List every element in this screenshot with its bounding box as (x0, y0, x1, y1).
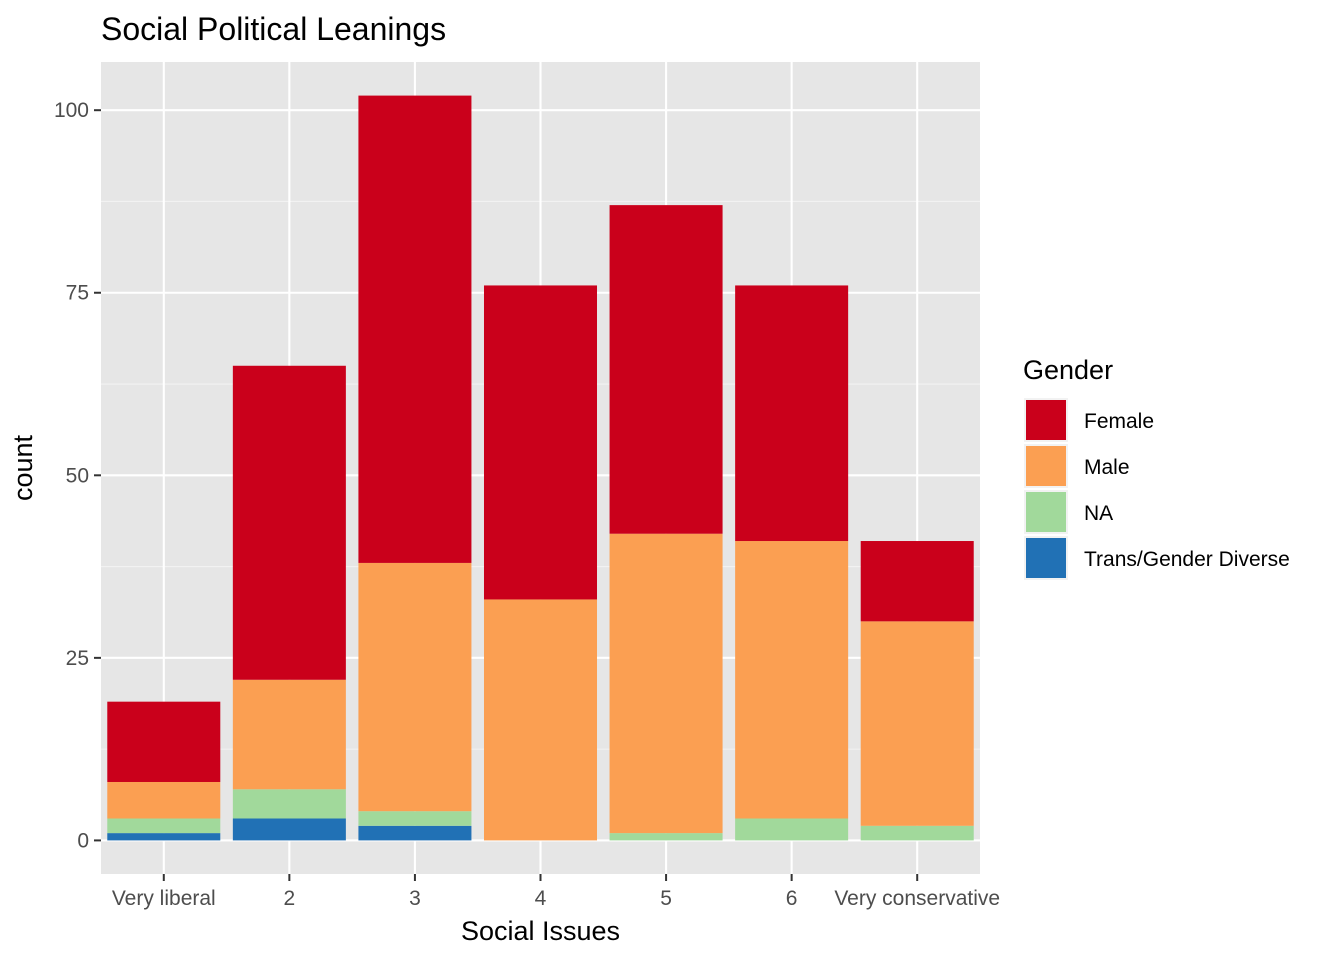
x-tick-label: 5 (660, 887, 672, 910)
bar-female-2 (232, 365, 346, 680)
bar-trans-gender-diverse-2 (232, 818, 346, 841)
legend-label-trans-gender-diverse: Trans/Gender Diverse (1084, 548, 1290, 571)
legend-label-male: Male (1084, 456, 1130, 479)
bar-male-6 (735, 541, 849, 819)
x-tick-label: 2 (284, 887, 296, 910)
x-axis-title: Social Issues (461, 916, 620, 946)
bar-male-very-conservative (860, 621, 974, 826)
bar-female-very-conservative (860, 541, 974, 622)
y-tick-label: 0 (77, 829, 89, 852)
y-tick-label: 50 (66, 464, 89, 487)
x-axis: Very liberal 2 3 4 5 6 Very conservative (112, 874, 1000, 910)
bar-female-very-liberal (107, 701, 221, 782)
bar-female-6 (735, 285, 849, 542)
x-tick-label: Very liberal (112, 887, 216, 910)
y-axis-title: count (8, 434, 38, 501)
bar-female-5 (609, 205, 723, 534)
legend-title: Gender (1023, 355, 1113, 385)
legend-swatch-male (1026, 446, 1066, 486)
bar-male-5 (609, 533, 723, 834)
bar-trans-gender-diverse-3 (358, 825, 472, 841)
x-tick-label: Very conservative (834, 887, 1000, 910)
bar-male-3 (358, 562, 472, 812)
bar-trans-gender-diverse-very-liberal (107, 833, 221, 841)
bar-female-3 (358, 95, 472, 563)
legend: Gender Female Male NA Trans/Gender Diverse (1023, 355, 1290, 580)
legend-swatch-trans-gender-diverse (1026, 538, 1066, 578)
bar-na-2 (232, 789, 346, 819)
bar-na-3 (358, 811, 472, 826)
legend-swatch-female (1026, 400, 1066, 440)
legend-swatch-na (1026, 492, 1066, 532)
x-tick-label: 6 (786, 887, 798, 910)
bar-female-4 (483, 285, 598, 600)
bar-na-6 (735, 818, 849, 841)
bar-male-4 (483, 599, 598, 841)
bars (107, 95, 974, 841)
x-tick-label: 3 (409, 887, 421, 910)
y-tick-label: 100 (54, 99, 89, 122)
bar-male-2 (232, 679, 346, 790)
legend-label-female: Female (1084, 410, 1154, 433)
x-tick-label: 4 (535, 887, 547, 910)
legend-label-na: NA (1084, 502, 1113, 525)
bar-na-very-conservative (860, 825, 974, 841)
bar-na-very-liberal (107, 818, 221, 834)
bar-na-5 (609, 833, 723, 841)
y-tick-label: 75 (66, 282, 89, 305)
y-axis: 0 25 50 75 100 (54, 99, 101, 852)
y-tick-label: 25 (66, 647, 89, 670)
chart-title: Social Political Leanings (101, 11, 446, 47)
bar-male-very-liberal (107, 781, 221, 819)
